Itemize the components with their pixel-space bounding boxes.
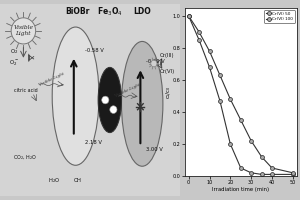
Circle shape <box>110 106 117 113</box>
Text: Cr(III): Cr(III) <box>160 53 175 58</box>
Text: 2.18 V: 2.18 V <box>85 140 102 145</box>
Y-axis label: c₁/c₀: c₁/c₀ <box>165 86 170 98</box>
Text: -0.58 V: -0.58 V <box>85 48 104 53</box>
Legend: Cr(VI) 50, Cr(VI) 100: Cr(VI) 50, Cr(VI) 100 <box>265 10 295 23</box>
Cr(VI) 50 <box>208 66 211 68</box>
Line: Cr(VI) 50: Cr(VI) 50 <box>187 14 295 176</box>
Cr(VI) 50 <box>187 15 190 17</box>
Circle shape <box>102 96 109 104</box>
Cr(VI) 50 <box>218 100 222 102</box>
Text: H$_2$O: H$_2$O <box>48 176 60 185</box>
Text: LDO: LDO <box>133 7 151 16</box>
Cr(VI) 100 <box>239 119 243 121</box>
Line: Cr(VI) 100: Cr(VI) 100 <box>187 14 295 175</box>
Cr(VI) 50 <box>197 39 201 41</box>
Cr(VI) 100 <box>260 156 263 158</box>
Cr(VI) 50 <box>260 173 263 176</box>
Text: O$_2^-$: O$_2^-$ <box>9 59 19 68</box>
Circle shape <box>11 18 36 44</box>
Cr(VI) 50 <box>249 172 253 174</box>
Ellipse shape <box>122 41 163 166</box>
Cr(VI) 50 <box>229 143 232 145</box>
Text: O$_2$: O$_2$ <box>11 48 19 56</box>
Text: Cr(VI): Cr(VI) <box>159 69 175 74</box>
Cr(VI) 100 <box>208 50 211 52</box>
Cr(VI) 100 <box>187 15 190 17</box>
Cr(VI) 100 <box>249 140 253 142</box>
Cr(VI) 100 <box>218 74 222 76</box>
Ellipse shape <box>52 27 99 165</box>
Text: BiOBr: BiOBr <box>65 7 90 16</box>
Text: citric acid: citric acid <box>14 88 38 93</box>
Cr(VI) 50 <box>291 173 295 176</box>
Cr(VI) 100 <box>270 167 274 169</box>
Circle shape <box>151 60 157 67</box>
Cr(VI) 100 <box>291 172 295 174</box>
Text: 3.00 V: 3.00 V <box>146 147 163 152</box>
X-axis label: Irradiation time (min): Irradiation time (min) <box>212 187 269 192</box>
Text: Fe$_3$O$_4$: Fe$_3$O$_4$ <box>97 5 123 18</box>
Text: Visible Light: Visible Light <box>114 83 141 98</box>
Cr(VI) 50 <box>239 167 243 169</box>
FancyBboxPatch shape <box>0 3 181 197</box>
Cr(VI) 100 <box>197 31 201 33</box>
Cr(VI) 100 <box>229 98 232 100</box>
Text: Visible Light: Visible Light <box>38 71 65 87</box>
Ellipse shape <box>98 67 122 133</box>
Text: Visible
Light: Visible Light <box>14 25 33 36</box>
Cr(VI) 50 <box>270 173 274 176</box>
Text: OH: OH <box>74 178 81 183</box>
Text: -0.30 V: -0.30 V <box>146 59 164 64</box>
Text: CO$_2$, H$_2$O: CO$_2$, H$_2$O <box>13 153 37 162</box>
